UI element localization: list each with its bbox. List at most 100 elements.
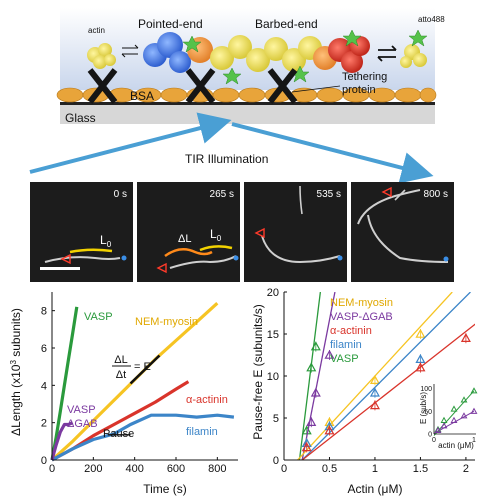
length-vs-time-chart: 0 200 400 600 800 0 2 4 6 8 Time (s) ΔLength (x10… bbox=[9, 292, 238, 496]
legend-item-alpha-actinin: α-actinin bbox=[330, 325, 372, 337]
y-tick-label: 20 bbox=[267, 287, 279, 299]
x-tick-label: 600 bbox=[167, 463, 185, 475]
atto488-label: atto488 bbox=[418, 15, 445, 24]
y-tick-label: 0 bbox=[41, 455, 47, 467]
y-axis-label: Pause-free E (subunits/s) bbox=[251, 304, 265, 439]
x-tick-label: 1 bbox=[372, 463, 378, 475]
glass-label: Glass bbox=[65, 111, 96, 125]
actin-filament-icon bbox=[143, 29, 370, 85]
fit-line-filamin bbox=[301, 292, 471, 460]
vasp-dgab-curve-label-line2: ΔGAB bbox=[67, 418, 98, 430]
glass-surface-line bbox=[60, 102, 435, 105]
glass-slab bbox=[60, 104, 435, 124]
micrograph-strip: L0 0 s ΔL L0 265 s 535 s bbox=[30, 182, 454, 282]
data-point-vasp bbox=[310, 341, 321, 351]
inset-data-point-vasp-gab bbox=[434, 426, 442, 433]
y-axis-label: ΔLength (x103 subunits) bbox=[9, 308, 23, 436]
fit-line--actinin bbox=[301, 323, 475, 460]
frame-time: 0 s bbox=[114, 189, 127, 200]
inset-y-tick-label: 100 bbox=[420, 386, 432, 393]
series-line-filamin bbox=[51, 413, 235, 462]
legend-item-vasp-dgab: VASP-ΔGAB bbox=[330, 311, 393, 323]
y-tick-label: 8 bbox=[41, 306, 47, 318]
data-point-vasp-gab bbox=[310, 387, 321, 397]
x-tick-label: 400 bbox=[125, 463, 143, 475]
nem-myosin-curve-label: NEM-myosin bbox=[135, 316, 198, 328]
barbed-end-label: Barbed-end bbox=[255, 17, 318, 31]
data-point--actinin bbox=[324, 425, 335, 435]
x-tick-label: 0.5 bbox=[322, 463, 337, 475]
series-line-vasp-gab bbox=[50, 421, 74, 461]
x-tick-label: 0 bbox=[49, 463, 55, 475]
data-point--actinin bbox=[460, 332, 471, 342]
x-tick-label: 800 bbox=[208, 463, 226, 475]
legend-item-nem-myosin: NEM-myosin bbox=[330, 297, 393, 309]
frame-time: 265 s bbox=[210, 189, 234, 200]
filamin-curve-label: filamin bbox=[186, 426, 218, 438]
inset-data-point-vasp bbox=[470, 387, 478, 394]
x-axis-label: Time (s) bbox=[143, 482, 187, 496]
data-point-vasp-gab bbox=[324, 349, 335, 359]
vasp-curve-label: VASP bbox=[84, 311, 113, 323]
fit-line-vasp bbox=[298, 292, 322, 460]
x-axis-label: Actin (μM) bbox=[348, 482, 403, 496]
x-tick-label: 2 bbox=[463, 463, 469, 475]
vasp-dgab-curve-label-line1: VASP bbox=[67, 404, 96, 416]
tethering-label-line1: Tethering bbox=[342, 71, 387, 83]
delta-l-label: ΔL bbox=[178, 233, 191, 245]
inset-data-point-vasp bbox=[460, 396, 468, 403]
legend-item-filamin: filamin bbox=[330, 339, 362, 351]
micrograph-frame: 535 s bbox=[244, 182, 347, 282]
inset-data-point-vasp-gab bbox=[470, 407, 478, 414]
rate-equation: ΔL Δt = E bbox=[112, 354, 151, 381]
data-point--actinin bbox=[301, 442, 312, 452]
actin-monomer-icon bbox=[87, 43, 116, 69]
inset-y-tick-label: 0 bbox=[428, 432, 432, 439]
tir-illumination-label: TIR Illumination bbox=[185, 152, 268, 166]
bsa-label: BSA bbox=[130, 89, 154, 103]
equation-denominator: Δt bbox=[116, 369, 126, 381]
equation-numerator: ΔL bbox=[114, 354, 127, 366]
chart-series-group bbox=[50, 302, 235, 462]
y-tick-label: 4 bbox=[41, 380, 47, 392]
fit-line bbox=[129, 354, 161, 385]
data-point--actinin bbox=[415, 362, 426, 372]
atto488-monomer-icon bbox=[400, 29, 428, 68]
frame-time: 535 s bbox=[317, 189, 341, 200]
inset-x-axis-label: actin (μM) bbox=[438, 441, 474, 450]
inset-data-point-vasp-gab bbox=[460, 412, 468, 419]
schematic: actin bbox=[29, 8, 445, 184]
pause-label: Pause bbox=[103, 428, 134, 440]
inset-data-point-vasp bbox=[450, 405, 458, 412]
inset-y-axis-label: E (sub/s) bbox=[419, 392, 428, 424]
y-tick-label: 5 bbox=[273, 413, 279, 425]
data-point-vasp bbox=[306, 362, 317, 372]
data-point-filamin bbox=[369, 387, 380, 397]
micrograph-frame: ΔL L0 265 s bbox=[137, 182, 240, 282]
equation-result: = E bbox=[134, 361, 151, 373]
inset-fit-line-vasp bbox=[433, 390, 475, 436]
inset-chart: 0 1 0 50 100 E (sub/s) actin (μM) bbox=[419, 384, 478, 450]
inset-x-tick-label: 1 bbox=[472, 437, 476, 444]
data-point--actinin bbox=[369, 400, 380, 410]
inset-series-group bbox=[433, 384, 478, 436]
y-tick-label: 0 bbox=[273, 455, 279, 467]
fit-line-vasp-gab bbox=[301, 292, 336, 460]
data-point-nem-myosin bbox=[415, 328, 426, 338]
y-tick-label: 10 bbox=[267, 371, 279, 383]
micrograph-frame: 800 s bbox=[351, 182, 454, 282]
pointed-end-label: Pointed-end bbox=[138, 17, 203, 31]
tir-illumination-arrows-icon bbox=[29, 112, 434, 184]
inset-y-tick-label: 50 bbox=[424, 409, 432, 416]
series-line-vasp bbox=[50, 306, 79, 461]
x-tick-label: 200 bbox=[84, 463, 102, 475]
chart-axes: 0 200 400 600 800 0 2 4 6 8 bbox=[41, 292, 238, 475]
l0-label: L0 bbox=[100, 233, 112, 249]
frame-time: 800 s bbox=[424, 189, 448, 200]
y-tick-label: 2 bbox=[41, 418, 47, 430]
y-tick-label: 15 bbox=[267, 329, 279, 341]
data-point-nem-myosin bbox=[369, 374, 380, 384]
l0-label: L0 bbox=[210, 227, 222, 243]
